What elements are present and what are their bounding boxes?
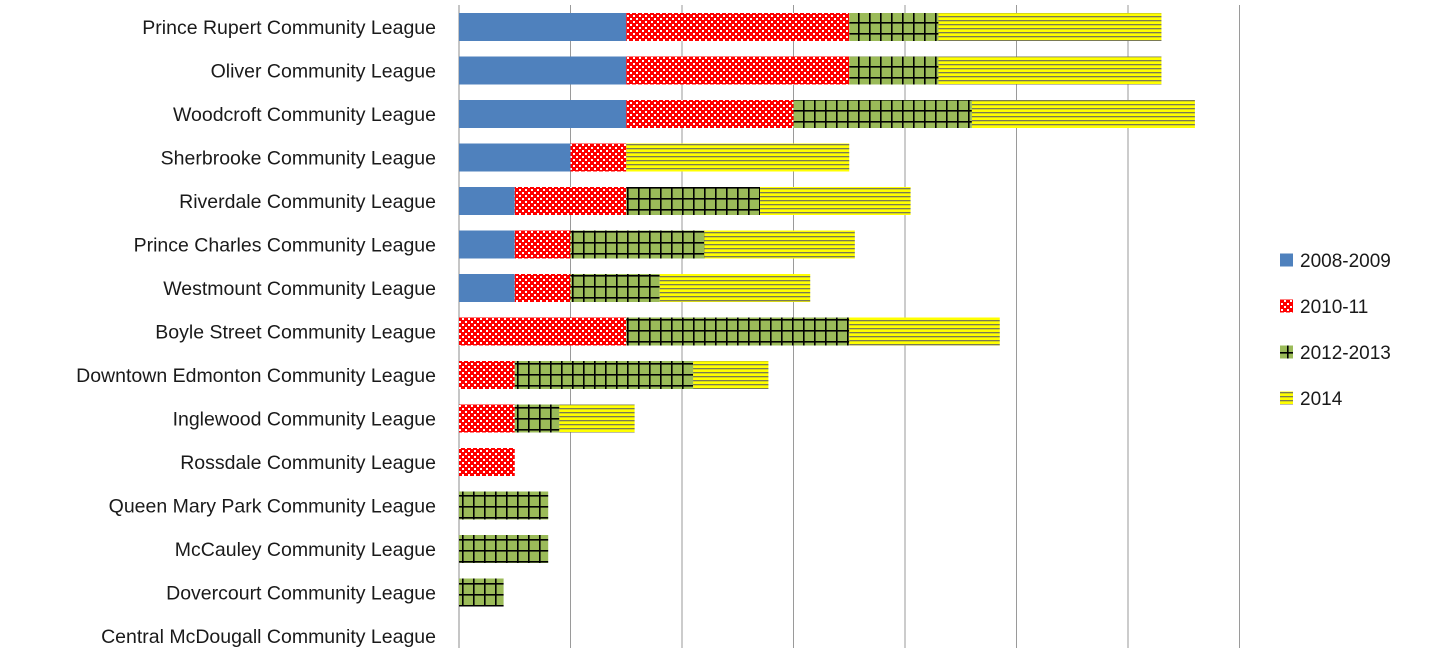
bar-2012-2013-riverdale-community-league — [626, 187, 761, 215]
category-label-downtown-edmonton-community-league: Downtown Edmonton Community League — [76, 365, 436, 387]
bar-2012-2013-woodcroft-community-league — [793, 100, 972, 128]
category-label-prince-rupert-community-league: Prince Rupert Community League — [142, 17, 436, 39]
bar-2008-2009-oliver-community-league — [459, 56, 627, 85]
bar-2010-11-downtown-edmonton-community-league — [459, 361, 515, 389]
bar-2012-2013-westmount-community-league — [570, 274, 660, 302]
bar-2012-2013-prince-charles-community-league — [570, 230, 705, 259]
bar-2014-boyle-street-community-league — [849, 317, 1000, 346]
bar-2008-2009-woodcroft-community-league — [459, 100, 627, 128]
category-label-woodcroft-community-league: Woodcroft Community League — [173, 104, 436, 126]
category-label-rossdale-community-league: Rossdale Community League — [180, 452, 436, 474]
bar-2012-2013-mccauley-community-league — [459, 535, 549, 563]
bar-2010-11-oliver-community-league — [626, 56, 850, 85]
bar-2014-westmount-community-league — [659, 274, 811, 302]
category-label-prince-charles-community-league: Prince Charles Community League — [134, 235, 436, 257]
category-label-oliver-community-league: Oliver Community League — [211, 61, 436, 83]
legend-label-2014: 2014 — [1300, 389, 1343, 410]
bar-2014-sherbrooke-community-league — [626, 143, 850, 172]
bar-2008-2009-prince-charles-community-league — [459, 230, 515, 259]
bar-2014-inglewood-community-league — [559, 404, 635, 433]
category-label-queen-mary-park-community-league: Queen Mary Park Community League — [109, 496, 436, 518]
bar-2008-2009-prince-rupert-community-league — [459, 13, 627, 41]
bar-2008-2009-sherbrooke-community-league — [459, 143, 571, 172]
bar-2014-oliver-community-league — [938, 56, 1162, 85]
legend-swatch-2010-11 — [1280, 299, 1293, 313]
category-label-mccauley-community-league: McCauley Community League — [175, 539, 436, 561]
bar-2014-riverdale-community-league — [760, 187, 911, 215]
bar-2014-downtown-edmonton-community-league — [693, 361, 769, 389]
category-label-boyle-street-community-league: Boyle Street Community League — [155, 322, 436, 344]
legend-swatch-2014 — [1280, 391, 1293, 405]
bar-2012-2013-downtown-edmonton-community-league — [514, 361, 694, 389]
bar-2014-woodcroft-community-league — [971, 100, 1195, 128]
bar-2010-11-westmount-community-league — [514, 274, 571, 302]
category-labels: Prince Rupert Community League Oliver Com… — [76, 17, 436, 648]
bar-2012-2013-dovercourt-community-league — [459, 578, 504, 607]
legend-label-2008-2009: 2008-2009 — [1300, 251, 1391, 272]
category-label-riverdale-community-league: Riverdale Community League — [179, 191, 436, 213]
bars — [459, 13, 1195, 607]
legend-label-2012-2013: 2012-2013 — [1300, 343, 1391, 364]
bar-2012-2013-oliver-community-league — [849, 56, 939, 85]
category-label-central-mcdougall-community-league: Central McDougall Community League — [101, 626, 436, 648]
bar-2010-11-inglewood-community-league — [459, 404, 515, 433]
bar-2008-2009-riverdale-community-league — [459, 187, 515, 215]
bar-2014-prince-rupert-community-league — [938, 13, 1162, 41]
bar-2012-2013-boyle-street-community-league — [626, 317, 850, 346]
category-label-dovercourt-community-league: Dovercourt Community League — [166, 583, 436, 605]
bar-2010-11-rossdale-community-league — [459, 448, 515, 476]
legend-swatch-2012-2013 — [1280, 345, 1293, 359]
bar-2014-prince-charles-community-league — [704, 230, 855, 259]
legend-label-2010-11: 2010-11 — [1300, 297, 1368, 318]
bar-2012-2013-inglewood-community-league — [514, 404, 560, 433]
bar-2010-11-prince-charles-community-league — [514, 230, 571, 259]
bar-2012-2013-queen-mary-park-community-league — [459, 491, 549, 520]
bar-2010-11-prince-rupert-community-league — [626, 13, 850, 41]
bar-2010-11-boyle-street-community-league — [459, 317, 627, 346]
bar-2010-11-sherbrooke-community-league — [570, 143, 627, 172]
category-label-westmount-community-league: Westmount Community League — [163, 278, 436, 300]
bar-2008-2009-westmount-community-league — [459, 274, 515, 302]
bar-2010-11-riverdale-community-league — [514, 187, 627, 215]
legend: 2008-2009 2010-11 2012-2013 2014 — [1280, 251, 1391, 410]
category-label-sherbrooke-community-league: Sherbrooke Community League — [161, 148, 436, 170]
bar-2010-11-woodcroft-community-league — [626, 100, 794, 128]
legend-swatch-2008-2009 — [1280, 253, 1293, 267]
bar-2012-2013-prince-rupert-community-league — [849, 13, 939, 41]
category-label-inglewood-community-league: Inglewood Community League — [173, 409, 436, 431]
